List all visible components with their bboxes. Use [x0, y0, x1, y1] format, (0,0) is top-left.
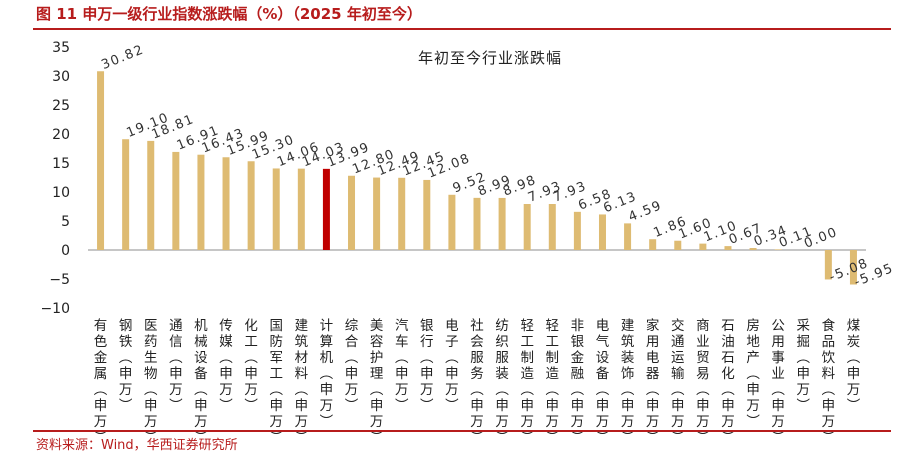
category-label: 非银金融︵申万︶	[571, 318, 585, 446]
bar	[548, 204, 556, 250]
category-label: 房地产︵申万︶	[746, 318, 760, 430]
category-labels: 有色金属︵申万︶ 钢铁︵申万︶ 医药生物︵申万︶ 通信︵申万︶ 机械设备︵申万︶ 传媒︵申…	[94, 317, 861, 446]
source-note: 资料来源：Wind，华西证券研究所	[36, 438, 238, 453]
bar	[272, 168, 280, 250]
y-tick-label: 0	[61, 243, 70, 259]
y-axis-ticks: −10 −5 0 5 10 15 20 25 30 35	[40, 40, 70, 317]
category-label: 石油石化︵申万︶	[721, 318, 735, 446]
y-tick-label: −10	[40, 301, 70, 317]
category-label: 机械设备︵申万︶	[194, 318, 208, 446]
data-label: 30.82	[99, 42, 146, 73]
figure-title: 图 11 申万一级行业指数涨跌幅（%）（2025 年初至今）	[36, 5, 422, 23]
category-label: 电气设备︵申万︶	[596, 318, 610, 446]
bar	[699, 243, 707, 250]
category-label: 公用事业︵申万︶	[771, 318, 785, 446]
bar	[473, 197, 481, 250]
bar	[373, 177, 381, 250]
bar	[147, 140, 155, 250]
bar	[573, 211, 581, 250]
bar	[197, 154, 205, 250]
y-tick-label: 25	[52, 98, 70, 114]
category-label: 商业贸易︵申万︶	[696, 318, 710, 446]
bar	[598, 214, 606, 250]
category-label: 计算机︵申万︶	[320, 318, 334, 430]
bar	[523, 204, 531, 250]
category-label: 国防军工︵申万︶	[269, 318, 283, 446]
category-label: 煤炭︵申万︶	[847, 318, 861, 414]
category-label: 通信︵申万︶	[169, 318, 183, 414]
category-label: 建筑装饰︵申万︶	[621, 318, 635, 446]
bar	[423, 179, 431, 250]
category-label: 化工︵申万︶	[244, 318, 258, 414]
category-label: 综合︵申万︶	[345, 318, 359, 414]
category-label: 社会服务︵申万︶	[470, 318, 484, 446]
bar	[122, 139, 130, 250]
bar	[448, 194, 456, 250]
y-tick-label: 15	[52, 156, 70, 172]
category-label: 食品饮料︵申万︶	[822, 317, 836, 446]
bar	[348, 175, 356, 250]
chart-title: 年初至今行业涨跌幅	[418, 49, 562, 67]
y-tick-label: −5	[49, 272, 70, 288]
bar	[849, 250, 857, 285]
category-label: 轻工制造︵申万︶	[546, 318, 560, 446]
category-label: 传媒︵申万︶	[219, 318, 233, 414]
y-tick-label: 5	[61, 214, 70, 230]
bar	[498, 197, 506, 250]
category-label: 家用电器︵申万︶	[646, 317, 660, 446]
bar	[172, 151, 180, 250]
category-label: 医药生物︵申万︶	[144, 318, 158, 446]
bar	[824, 250, 832, 280]
top-rule	[33, 28, 891, 30]
y-tick-label: 35	[52, 40, 70, 56]
category-label: 钢铁︵申万︶	[119, 318, 133, 414]
data-labels: 30.8219.1018.8116.9116.4315.9915.3014.06…	[99, 42, 896, 290]
category-label: 建筑材料︵申万︶	[295, 318, 309, 446]
bar	[97, 71, 105, 250]
bar	[749, 248, 757, 250]
category-label: 电子︵申万︶	[445, 318, 459, 414]
bar	[674, 240, 682, 250]
category-label: 轻工制造︵申万︶	[520, 318, 534, 446]
category-label: 纺织服装︵申万︶	[495, 318, 509, 446]
category-label: 美容护理︵申万︶	[370, 318, 384, 446]
y-tick-label: 30	[52, 69, 70, 85]
bars	[97, 71, 857, 285]
bar	[247, 161, 255, 250]
bar	[297, 168, 305, 250]
category-label: 汽车︵申万︶	[395, 318, 409, 414]
y-tick-label: 10	[52, 185, 70, 201]
bar	[724, 246, 732, 250]
bar	[624, 223, 632, 250]
y-tick-label: 20	[52, 127, 70, 143]
bar	[222, 157, 230, 250]
bar	[774, 249, 782, 250]
bar	[649, 239, 657, 250]
category-label: 交通运输︵申万︶	[671, 317, 685, 446]
bottom-rule	[33, 430, 891, 432]
category-label: 有色金属︵申万︶	[94, 318, 108, 446]
category-label: 采掘︵申万︶	[797, 318, 811, 414]
bar	[398, 177, 406, 250]
bar	[322, 168, 330, 250]
category-label: 银行︵申万︶	[420, 318, 434, 414]
